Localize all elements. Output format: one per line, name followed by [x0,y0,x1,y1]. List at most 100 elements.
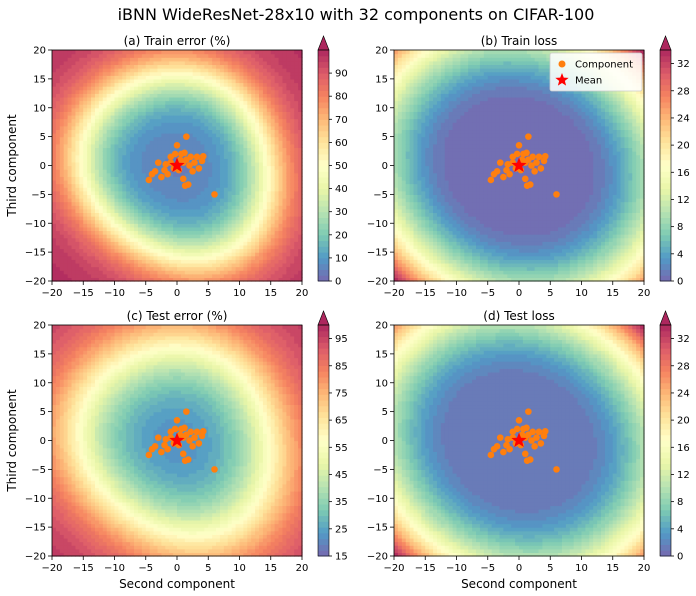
heatmap-cell [52,262,57,268]
heatmap-cell [106,169,112,174]
heatmap-cell [239,266,245,271]
heatmap-cell [153,136,159,141]
heatmap-cell [290,262,295,268]
heatmap-cell [145,68,151,73]
heatmap-cell [141,140,147,145]
heatmap-cell [239,216,245,221]
heatmap-cell [286,252,291,257]
heatmap-cell [149,104,155,109]
heatmap-cell [141,244,147,250]
heatmap-cell [274,82,280,87]
heatmap-cell [223,86,229,91]
heatmap-cell [436,252,442,257]
heatmap-cell [227,208,233,214]
heatmap-cell [122,111,127,116]
heatmap-cell [157,68,162,73]
heatmap-cell [239,89,245,94]
heatmap-cell [212,262,217,268]
heatmap-cell [196,60,202,66]
heatmap-cell [278,111,284,116]
heatmap-cell [255,230,260,235]
heatmap-cell [110,129,116,134]
heatmap-cell [397,68,403,73]
heatmap-cell [394,262,399,268]
heatmap-cell [429,226,434,232]
heatmap-cell [239,190,245,195]
heatmap-cell [247,100,252,105]
heatmap-cell [278,183,284,188]
heatmap-cell [165,129,170,134]
heatmap-cell [262,143,268,149]
heatmap-cell [270,169,276,174]
heatmap-cell [145,169,151,174]
heatmap-cell [126,262,131,268]
heatmap-cell [270,208,276,214]
heatmap-cell [79,136,84,141]
heatmap-cell [134,266,139,271]
heatmap-cell [290,252,295,257]
heatmap-cell [165,252,170,257]
heatmap-cell [219,158,225,163]
heatmap-cell [433,161,438,167]
heatmap-cell [405,78,411,84]
heatmap-cell [141,100,147,105]
heatmap-cell [251,237,256,242]
heatmap-cell [79,82,84,87]
heatmap-cell [110,60,116,66]
heatmap-cell [59,197,65,203]
heatmap-cell [130,100,135,105]
heatmap-cell [106,75,112,80]
heatmap-cell [63,122,69,127]
heatmap-cell [102,82,108,87]
heatmap-cell [397,194,403,199]
heatmap-cell [180,89,186,94]
heatmap-cell [216,226,221,232]
heatmap-cell [227,118,233,123]
heatmap-cell [173,187,178,192]
heatmap-cell [91,216,96,221]
heatmap-cell [126,64,131,69]
heatmap-cell [251,161,256,167]
heatmap-cell [278,205,284,210]
heatmap-cell [165,197,170,203]
heatmap-cell [122,197,127,203]
heatmap-cell [270,273,276,278]
heatmap-cell [169,136,174,141]
heatmap-cell [239,183,245,188]
heatmap-cell [262,147,268,152]
heatmap-cell [118,234,123,239]
heatmap-cell [413,244,419,250]
heatmap-cell [59,176,65,181]
heatmap-cell [102,96,108,102]
heatmap-cell [52,266,57,271]
heatmap-cell [200,208,205,214]
heatmap-cell [394,252,399,257]
heatmap-cell [286,107,291,112]
heatmap-cell [52,53,57,58]
heatmap-cell [417,111,422,116]
heatmap-cell [153,151,159,156]
heatmap-cell [421,57,426,62]
heatmap-cell [212,78,217,84]
heatmap-cell [94,60,100,66]
heatmap-cell [161,201,166,206]
heatmap-cell [394,118,399,123]
heatmap-cell [177,255,182,260]
heatmap-cell [157,136,162,141]
heatmap-cell [255,270,260,275]
heatmap-cell [425,71,430,76]
heatmap-cell [106,50,112,55]
heatmap-cell [110,78,116,84]
heatmap-cell [421,216,426,221]
heatmap-cell [208,212,213,217]
heatmap-cell [282,78,287,84]
heatmap-cell [421,277,426,282]
heatmap-cell [98,172,104,177]
heatmap-cell [83,212,88,217]
component-point [151,167,159,175]
heatmap-cell [71,158,77,163]
heatmap-cell [425,244,430,250]
heatmap-cell [52,169,57,174]
heatmap-cell [149,147,155,152]
heatmap-cell [425,255,430,260]
